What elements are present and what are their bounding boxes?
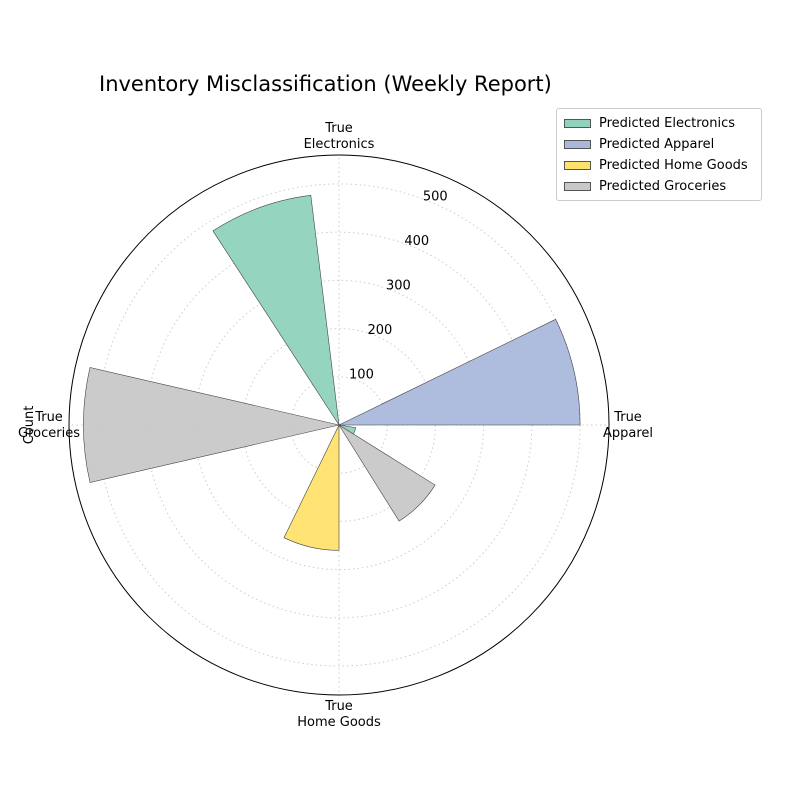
legend-label: Predicted Home Goods xyxy=(599,158,748,173)
polar-frame xyxy=(68,154,610,696)
legend-swatch xyxy=(564,140,591,149)
legend-item-predicted-apparel: Predicted Apparel xyxy=(557,134,761,155)
category-label: Apparel xyxy=(603,426,653,441)
category-label: True xyxy=(613,410,642,425)
legend-item-predicted-groceries: Predicted Groceries xyxy=(557,176,761,197)
legend-swatch xyxy=(564,161,591,170)
radial-tick-label: 500 xyxy=(423,189,448,204)
radial-tick-label: 200 xyxy=(367,323,392,338)
category-label: True xyxy=(34,410,63,425)
category-label: True xyxy=(324,121,353,136)
legend-label: Predicted Electronics xyxy=(599,116,736,131)
category-label: Electronics xyxy=(304,137,375,152)
legend-item-predicted-home-goods: Predicted Home Goods xyxy=(557,155,761,176)
chart-title: Inventory Misclassification (Weekly Repo… xyxy=(99,72,552,96)
bar-predicted-apparel xyxy=(338,318,581,426)
bar-predicted-home-goods xyxy=(283,424,340,551)
legend: Predicted Electronics Predicted Apparel … xyxy=(556,108,762,201)
bar-predicted-groceries xyxy=(338,424,436,522)
category-label: Groceries xyxy=(18,426,80,441)
legend-swatch xyxy=(564,182,591,191)
radial-tick-label: 400 xyxy=(404,234,429,249)
legend-label: Predicted Apparel xyxy=(599,137,715,152)
legend-item-predicted-electronics: Predicted Electronics xyxy=(557,113,761,134)
category-label: True xyxy=(324,699,353,714)
bar-predicted-electronics xyxy=(212,194,340,426)
legend-label: Predicted Groceries xyxy=(599,179,727,194)
category-label: Home Goods xyxy=(297,715,381,730)
legend-swatch xyxy=(564,119,591,128)
bar-predicted-groceries xyxy=(83,367,340,483)
radial-tick-label: 100 xyxy=(349,367,374,382)
radial-tick-label: 300 xyxy=(386,278,411,293)
